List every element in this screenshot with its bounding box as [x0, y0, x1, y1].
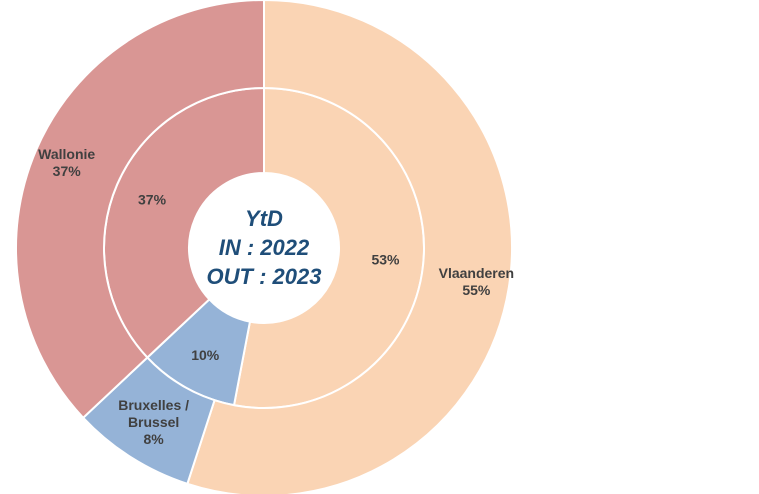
outer-label-vlaanderen-0: Vlaanderen: [439, 265, 514, 281]
outer-label-wallonie-1: 37%: [53, 163, 82, 179]
outer-label-bruxelles-brussel-2: 8%: [144, 431, 165, 447]
outer-label-bruxelles-brussel-0: Bruxelles /: [118, 397, 189, 413]
inner-label-wallonie-0: 37%: [138, 192, 167, 208]
outer-slice-vlaanderen: [186, 0, 513, 494]
center-line-1: YtD: [245, 206, 283, 231]
center-hole: [189, 173, 339, 323]
outer-label-bruxelles-brussel-1: Brussel: [128, 414, 179, 430]
center-line-3: OUT : 2023: [207, 264, 322, 289]
outer-label-vlaanderen-1: 55%: [462, 282, 491, 298]
inner-label-bruxelles-brussel-0: 10%: [191, 347, 220, 363]
outer-ring: [15, 0, 513, 494]
center-line-2: IN : 2022: [219, 235, 310, 260]
inner-label-vlaanderen-0: 53%: [371, 251, 400, 267]
inner-labels: 53% 10% 37%: [138, 192, 400, 363]
outer-label-wallonie-0: Wallonie: [38, 146, 95, 162]
outer-slice-wallonie: [15, 0, 265, 420]
